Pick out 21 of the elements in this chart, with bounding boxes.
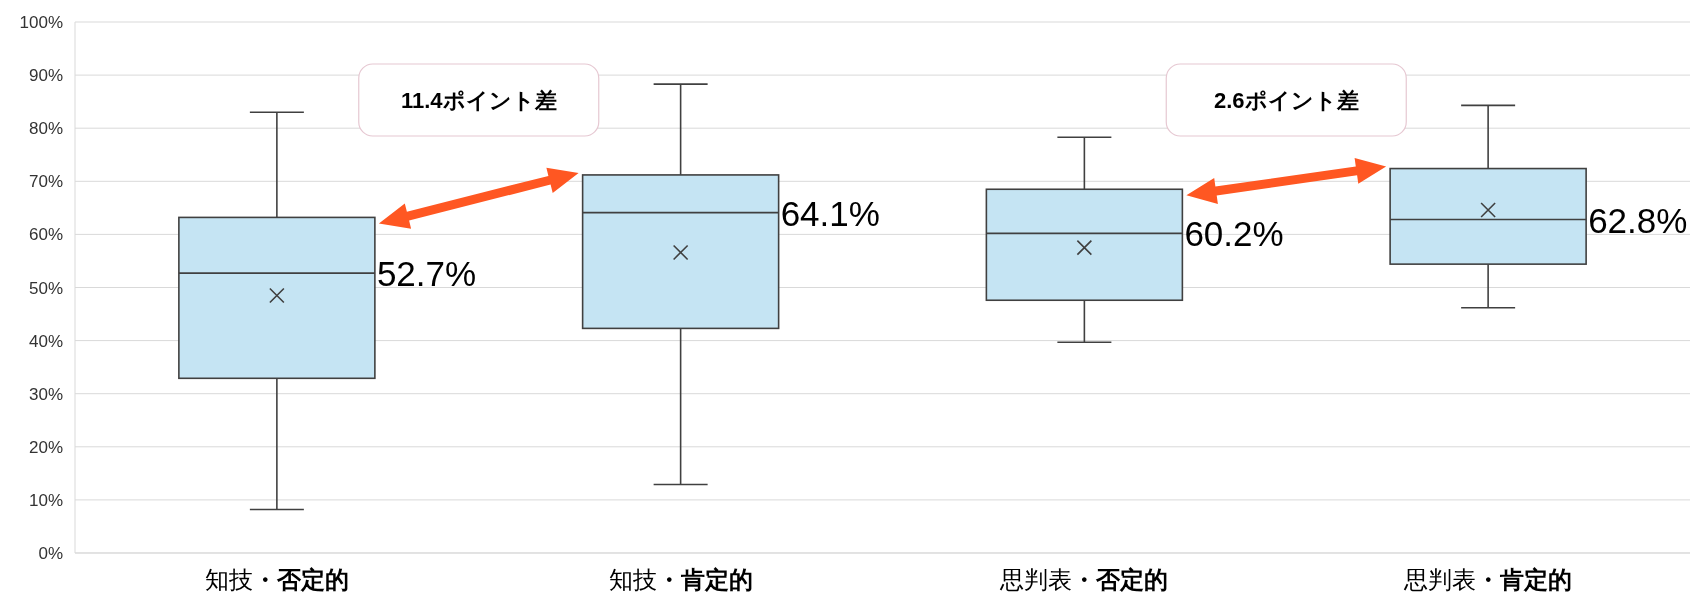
x-tick-label: 知技・否定的 [204,566,349,593]
y-tick-label: 70% [28,172,63,192]
y-tick-label: 0% [38,544,63,563]
y-tick-label: 30% [28,384,63,404]
text: 62.8% [1588,200,1688,240]
y-tick-label: 20% [28,437,63,457]
y-tick-label: 100% [19,13,63,32]
x-tick-label: 思判表・否定的 [999,566,1169,593]
text: 64.1% [780,193,880,233]
text: 60.2% [1184,214,1284,254]
annotation: 11.4ポイント差 [400,88,557,113]
y-tick-label: 40% [28,331,63,351]
x-tick-label: 知技・肯定的 [608,566,753,593]
y-tick-label: 10% [28,490,63,510]
y-tick-label: 50% [28,278,63,298]
y-tick-label: 60% [28,225,63,245]
annotation: 2.6ポイント差 [1213,88,1359,113]
x-tick-label: 思判表・肯定的 [1403,566,1573,593]
y-tick-label: 90% [28,66,63,86]
text: 52.7% [376,254,477,294]
y-tick-label: 80% [28,119,63,139]
